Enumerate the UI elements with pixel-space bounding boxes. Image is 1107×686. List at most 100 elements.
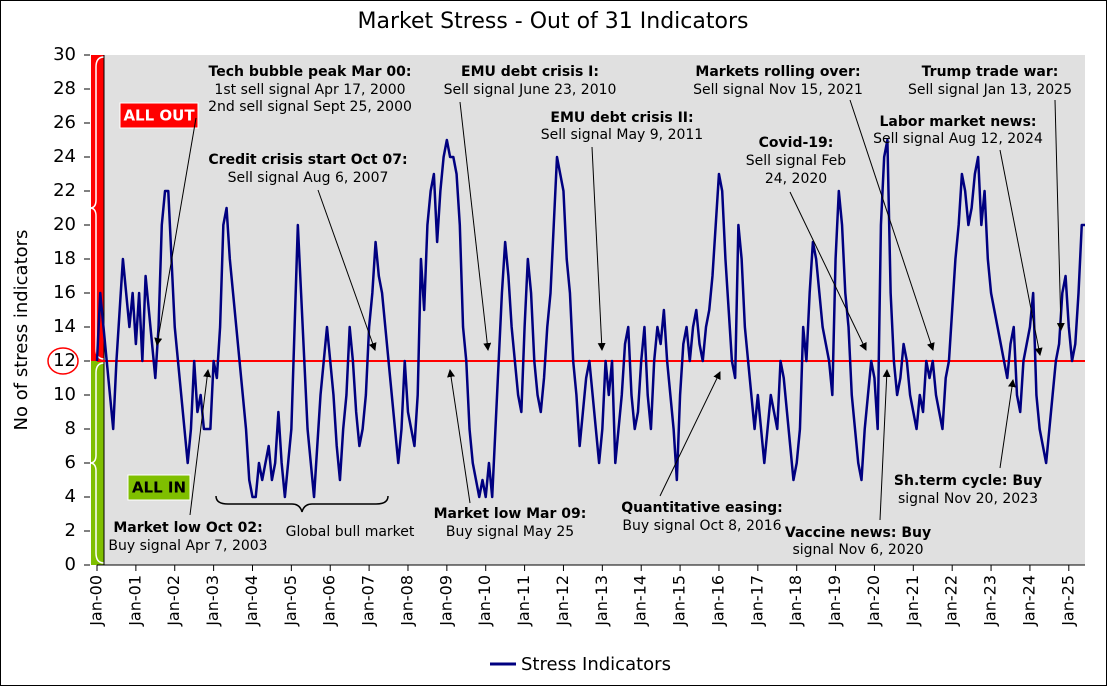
series <box>95 138 1085 499</box>
y-tick-label: 10 <box>53 384 76 405</box>
x-tick-label: Jan-10 <box>475 575 494 627</box>
annotation: Quantitative easing: <box>621 500 783 516</box>
annotation: Sh.term cycle: Buy <box>894 473 1042 489</box>
y-tick-label: 12 <box>53 350 76 371</box>
y-tick-label: 22 <box>53 180 76 201</box>
x-tick-label: Jan-21 <box>903 575 922 627</box>
annotation: Buy signal Oct 8, 2016 <box>622 518 781 534</box>
y-tick-label: 2 <box>65 520 76 541</box>
y-tick-label: 20 <box>53 214 76 235</box>
legend-label: Stress Indicators <box>521 654 671 675</box>
annotation: Trump trade war: <box>922 64 1059 80</box>
arrow <box>879 369 891 521</box>
arrow <box>447 369 471 504</box>
annotation: Global bull market <box>286 524 415 540</box>
x-tick-label: Jan-07 <box>359 575 378 627</box>
y-tick-label: 0 <box>65 554 76 575</box>
x-tick-label: Jan-03 <box>203 575 222 627</box>
annotations: Tech bubble peak Mar 00: 1st sell signal… <box>108 64 1072 558</box>
annotation: 2nd sell signal Sept 25, 2000 <box>208 99 412 115</box>
x-tick-label: Jan-24 <box>1019 575 1038 627</box>
x-tick-label: Jan-05 <box>281 575 300 627</box>
annotation: EMU debt crisis II: <box>550 110 693 126</box>
x-tick-label: Jan-18 <box>786 575 805 627</box>
x-tick-label: Jan-12 <box>553 575 572 627</box>
annotation: Sell signal May 9, 2011 <box>541 127 703 143</box>
x-tick-label: Jan-08 <box>397 575 416 627</box>
y-tick-label: 26 <box>53 112 76 133</box>
annotation: Sell signal Feb <box>746 153 846 169</box>
arrow <box>659 371 721 497</box>
annotation: Credit crisis start Oct 07: <box>208 152 407 168</box>
y-tick-label: 28 <box>53 78 76 99</box>
x-tick-label: Jan-00 <box>87 575 106 627</box>
annotation: Vaccine news: Buy <box>785 525 931 541</box>
annotation: Buy signal Apr 7, 2003 <box>108 538 267 554</box>
legend: Stress Indicators <box>490 654 671 675</box>
brace <box>215 495 389 513</box>
annotation: Covid-19: <box>759 135 834 151</box>
annotation: Sell signal Aug 12, 2024 <box>873 131 1043 147</box>
annotation: Sell signal Jan 13, 2025 <box>908 82 1072 98</box>
y-tick-label: 24 <box>53 146 76 167</box>
x-tick-label: Jan-17 <box>747 575 766 627</box>
y-tick-label: 6 <box>65 452 76 473</box>
zone-box <box>127 474 191 501</box>
y-axis-title: No of stress indicators <box>11 230 32 431</box>
y-tick-label: 4 <box>65 486 76 507</box>
x-tick-label: Jan-16 <box>708 575 727 627</box>
x-tick-label: Jan-01 <box>125 575 144 627</box>
annotation: 24, 2020 <box>765 171 827 187</box>
annotation: Markets rolling over: <box>695 64 860 80</box>
x-tick-label: Jan-20 <box>864 575 883 627</box>
arrow <box>999 379 1016 469</box>
annotation: Sell signal June 23, 2010 <box>444 82 617 98</box>
y-tick-label: 14 <box>53 316 76 337</box>
chart-title: Market Stress - Out of 31 Indicators <box>358 9 749 34</box>
y-tick-label: 16 <box>53 282 76 303</box>
zone-box <box>119 102 199 129</box>
annotation: Labor market news: <box>879 114 1036 130</box>
zone-bar <box>91 361 104 565</box>
x-tick-label: Jan-11 <box>514 575 533 627</box>
x-tick-label: Jan-02 <box>164 575 183 627</box>
zone-label: ALL IN <box>132 479 186 497</box>
arrow <box>154 117 197 346</box>
arrow <box>189 369 212 516</box>
arrow <box>789 191 867 351</box>
arrow <box>849 99 935 351</box>
x-tick-label: Jan-19 <box>825 575 844 627</box>
annotation: signal Nov 6, 2020 <box>792 542 923 558</box>
arrow <box>1054 99 1065 331</box>
annotation: EMU debt crisis I: <box>461 64 599 80</box>
y-tick-label: 8 <box>65 418 76 439</box>
y-tick-label: 30 <box>53 44 76 65</box>
arrow <box>591 146 606 351</box>
annotation: signal Nov 20, 2023 <box>898 491 1038 507</box>
x-tick-label: Jan-23 <box>981 575 1000 627</box>
annotation: Market low Oct 02: <box>113 520 262 536</box>
zones: ALL OUT ALL IN <box>89 55 199 565</box>
x-tick-label: Jan-14 <box>631 575 650 627</box>
arrow <box>999 149 1043 356</box>
x-tick-label: Jan-06 <box>320 575 339 627</box>
annotation: Sell signal Aug 6, 2007 <box>228 170 389 186</box>
annotation: 1st sell signal Apr 17, 2000 <box>214 82 405 98</box>
x-tick-label: Jan-25 <box>1058 575 1077 627</box>
arrow <box>317 189 377 351</box>
arrow <box>459 101 492 351</box>
annotation: Buy signal May 25 <box>446 524 574 540</box>
zone-label: ALL OUT <box>123 107 195 125</box>
tick-highlight <box>47 347 79 375</box>
x-tick-label: Jan-09 <box>436 575 455 627</box>
x-tick-label: Jan-22 <box>942 575 961 627</box>
x-tick-label: Jan-15 <box>670 575 689 627</box>
annotation: Market low Mar 09: <box>434 506 587 522</box>
series-line <box>95 138 1085 499</box>
annotation: Sell signal Nov 15, 2021 <box>693 82 863 98</box>
x-tick-label: Jan-13 <box>592 575 611 627</box>
x-tick-label: Jan-04 <box>242 575 261 627</box>
zone-bar <box>91 55 104 361</box>
